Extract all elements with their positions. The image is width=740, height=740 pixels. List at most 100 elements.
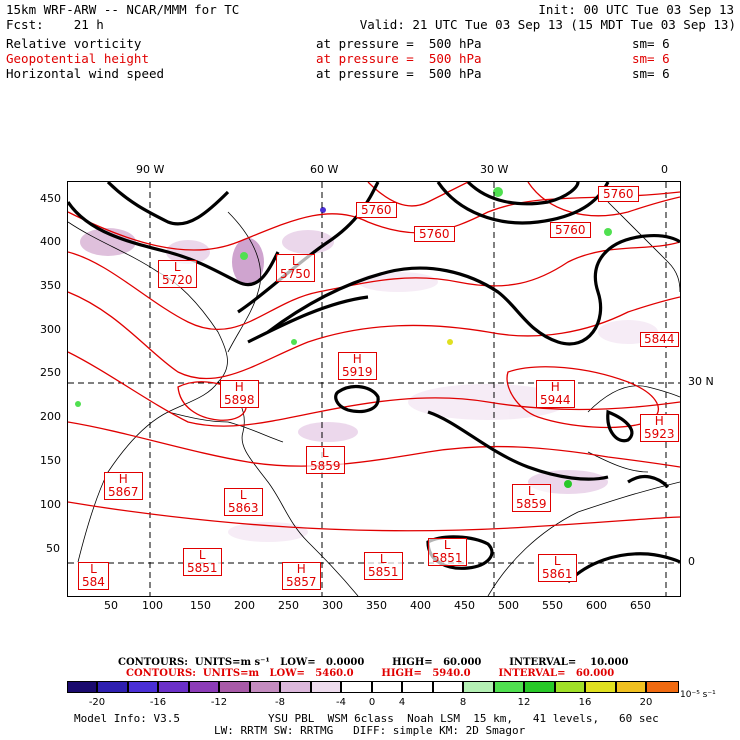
height-label-value: 5861 — [542, 567, 573, 581]
height-label: L 5861 — [538, 554, 577, 582]
height-contour-info: CONTOURS: UNITS=m LOW= 5460.0 HIGH= 5940… — [126, 668, 615, 679]
colorbar-swatch — [463, 681, 494, 693]
height-label-type: L — [239, 488, 247, 502]
colorbar-swatch — [128, 681, 158, 693]
valid-time: Valid: 21 UTC Tue 03 Sep 13 (15 MDT Tue … — [359, 17, 736, 32]
field-vorticity-name: Relative vorticity — [6, 36, 142, 51]
height-label-type: H — [352, 352, 362, 366]
height-label-value: 5919 — [342, 365, 373, 379]
field-wind-level: at pressure = 500 hPa — [316, 66, 482, 81]
height-label: H 5944 — [536, 380, 575, 408]
y-tick-label: 450 — [40, 192, 61, 205]
colorbar-swatch — [372, 681, 402, 693]
height-label-value: 5863 — [228, 501, 259, 515]
x-tick-label: 400 — [410, 599, 431, 612]
colorbar — [67, 681, 679, 693]
field-wind-sm: sm= 6 — [632, 66, 670, 81]
height-label: 5844 — [640, 332, 679, 347]
height-label: 5760 — [598, 186, 639, 202]
height-label-type: L — [553, 554, 561, 568]
height-label-value: 5859 — [310, 459, 341, 473]
height-label-type: L — [198, 548, 206, 562]
wind-speed-contours — [66, 180, 682, 584]
colorbar-label: -12 — [210, 697, 228, 708]
field-height-name: Geopotential height — [6, 51, 149, 66]
height-label-value: 5859 — [516, 497, 547, 511]
height-label-value: 5760 — [361, 203, 392, 217]
height-label-value: 5898 — [224, 393, 255, 407]
height-label-type: H — [654, 414, 664, 428]
coastlines — [67, 201, 681, 597]
x-tick-label: 200 — [234, 599, 255, 612]
x-tick-label: 150 — [190, 599, 211, 612]
field-vorticity-level: at pressure = 500 hPa — [316, 36, 482, 51]
x-tick-label: 350 — [366, 599, 387, 612]
field-vorticity-sm: sm= 6 — [632, 36, 670, 51]
height-label-value: 5851 — [432, 551, 463, 565]
height-label-type: L — [321, 446, 329, 460]
colorbar-swatch — [67, 681, 97, 693]
height-label: L 5720 — [158, 260, 197, 288]
height-label: L 5851 — [428, 538, 467, 566]
wind-contour-info: CONTOURS: UNITS=m s⁻¹ LOW= 0.0000 HIGH= … — [118, 657, 629, 668]
height-label-type: H — [550, 380, 560, 394]
height-label-type: L — [443, 538, 451, 552]
model-title: 15km WRF-ARW -- NCAR/MMM for TC — [6, 2, 240, 17]
colorbar-label: -20 — [88, 697, 106, 708]
init-time: Init: 00 UTC Tue 03 Sep 13 — [538, 2, 734, 17]
height-label-type: H — [234, 380, 244, 394]
colorbar-swatch — [646, 681, 679, 693]
height-label-value: 5720 — [162, 273, 193, 287]
x-tick-label: 250 — [278, 599, 299, 612]
lon-label-90w: 90 W — [136, 163, 165, 176]
height-label-type: L — [90, 562, 97, 576]
colorbar-label: 4 — [398, 697, 406, 708]
field-height-sm: sm= 6 — [632, 51, 670, 66]
x-tick-label: 550 — [542, 599, 563, 612]
colorbar-label: 0 — [368, 697, 376, 708]
lat-label-30n: 30 N — [688, 375, 714, 388]
colorbar-swatch — [555, 681, 585, 693]
height-label-value: 584 — [82, 575, 105, 589]
y-tick-label: 400 — [40, 235, 61, 248]
colorbar-label: 12 — [517, 697, 531, 708]
height-label-value: 5851 — [187, 561, 218, 575]
vorticity-peaks — [75, 187, 612, 488]
colorbar-label: 16 — [578, 697, 592, 708]
y-tick-label: 300 — [40, 323, 61, 336]
colorbar-label: 20 — [639, 697, 653, 708]
x-tick-label: 50 — [104, 599, 118, 612]
colorbar-swatch — [280, 681, 311, 693]
colorbar-swatch — [311, 681, 341, 693]
physics-line-2: LW: RRTM SW: RRTMG DIFF: simple KM: 2D S… — [214, 724, 526, 737]
field-wind-name: Horizontal wind speed — [6, 66, 165, 81]
x-tick-label: 500 — [498, 599, 519, 612]
colorbar-swatch — [616, 681, 646, 693]
colorbar-swatch — [494, 681, 524, 693]
height-label: L 5859 — [512, 484, 551, 512]
field-height-level: at pressure = 500 hPa — [316, 51, 482, 66]
height-label: L 5851 — [364, 552, 403, 580]
height-label-value: 5867 — [108, 485, 139, 499]
height-label: L 5859 — [306, 446, 345, 474]
y-tick-label: 150 — [40, 454, 61, 467]
lat-label-0: 0 — [688, 555, 695, 568]
colorbar-swatch — [97, 681, 128, 693]
height-label-value: 5844 — [644, 332, 675, 346]
height-label-value: 5857 — [286, 575, 317, 589]
height-label-value: 5760 — [603, 187, 634, 201]
weather-map-canvas — [66, 180, 682, 597]
height-label-value: 5750 — [280, 267, 311, 281]
height-label-type: L — [291, 254, 299, 268]
lon-label-30w: 30 W — [480, 163, 509, 176]
height-label-type: L — [379, 552, 387, 566]
colorbar-label: -8 — [275, 697, 285, 708]
height-label: L 5750 — [276, 254, 315, 282]
physics-line-1: YSU PBL WSM 6class Noah LSM 15 km, 41 le… — [268, 712, 659, 725]
height-label-type: H — [118, 472, 128, 486]
height-label: L 584 — [78, 562, 109, 590]
x-tick-label: 600 — [586, 599, 607, 612]
y-tick-label: 350 — [40, 279, 61, 292]
y-tick-label: 200 — [40, 410, 61, 423]
height-label-type: L — [527, 484, 535, 498]
